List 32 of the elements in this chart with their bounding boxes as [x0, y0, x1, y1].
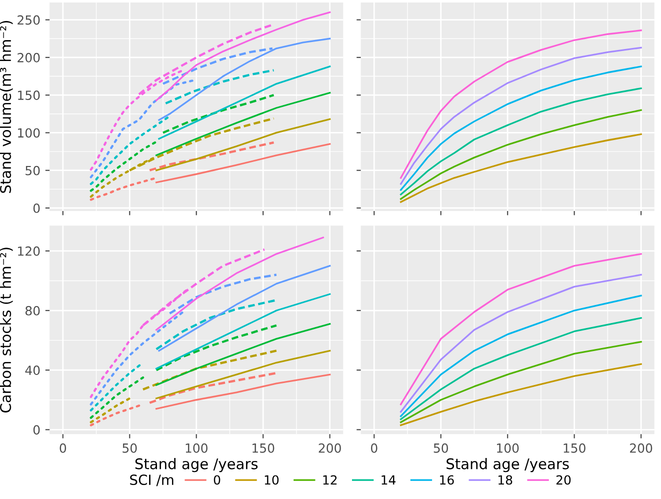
legend-label: 20: [556, 475, 571, 485]
x-tick-label: 100: [497, 443, 519, 453]
y-axis-title: Stand volume(m³ hm⁻²): [0, 20, 13, 193]
x-tick-label: 200: [318, 443, 341, 453]
legend-title: SCI /m: [130, 474, 174, 486]
x-tick-label: 50: [434, 443, 448, 453]
legend-label: 12: [323, 475, 337, 484]
x-tick-label: 0: [60, 443, 66, 453]
y-tick-label: 0: [33, 425, 40, 435]
y-tick-label: 50: [26, 166, 40, 176]
y-tick-label: 250: [18, 15, 40, 25]
x-tick-label: 100: [186, 443, 208, 453]
y-tick-label: 200: [18, 52, 40, 62]
x-tick-label: 200: [630, 443, 652, 453]
x-axis-title: Stand age /years: [135, 458, 258, 472]
legend-label: 10: [264, 475, 279, 485]
legend-label: 16: [440, 475, 454, 485]
y-tick-label: 80: [25, 306, 40, 316]
legend-label: 14: [382, 475, 396, 484]
y-tick-label: 40: [25, 366, 40, 376]
x-tick-label: 50: [122, 443, 137, 453]
y-tick-label: 0: [33, 203, 40, 213]
x-tick-label: 150: [252, 443, 274, 453]
legend-label: 18: [498, 475, 512, 485]
y-tick-label: 120: [18, 246, 40, 256]
x-axis-title: Stand age /years: [446, 458, 569, 472]
legend-label: 0: [214, 475, 220, 485]
y-tick-label: 100: [18, 128, 40, 138]
x-tick-label: 0: [370, 443, 378, 453]
y-tick-label: 150: [18, 90, 40, 100]
y-axis-title: Carbon stocks (t hm⁻²): [0, 248, 13, 412]
x-tick-label: 150: [564, 443, 586, 453]
